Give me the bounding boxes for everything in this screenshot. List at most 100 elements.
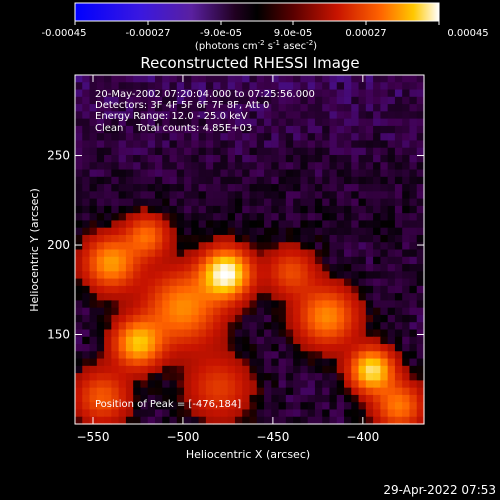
heatmap-cell	[409, 89, 418, 98]
heatmap-cell	[154, 184, 163, 192]
heatmap-cell	[242, 169, 251, 178]
heatmap-cell	[394, 300, 403, 309]
heatmap-cell	[96, 373, 105, 381]
heatmap-cell	[191, 89, 200, 98]
heatmap-cell	[358, 96, 367, 105]
heatmap-cell	[198, 104, 207, 112]
heatmap-cell	[154, 205, 163, 214]
heatmap-cell	[220, 329, 229, 338]
heatmap-cell	[387, 264, 396, 272]
heatmap-cell	[169, 75, 178, 83]
heatmap-cell	[271, 191, 280, 200]
heatmap-cell	[133, 351, 142, 360]
heatmap-cell	[271, 205, 280, 214]
heatmap-cell	[351, 358, 360, 367]
heatmap-cell	[264, 82, 272, 91]
heatmap-cell	[205, 176, 214, 185]
heatmap-cell	[322, 351, 331, 360]
heatmap-cell	[264, 191, 272, 200]
heatmap-cell	[373, 111, 381, 120]
heatmap-cell	[351, 314, 360, 323]
heatmap-cell	[358, 140, 367, 149]
heatmap-cell	[416, 365, 425, 374]
heatmap-cell	[89, 285, 98, 294]
heatmap-cell	[118, 234, 127, 243]
heatmap-cell	[234, 198, 243, 207]
heatmap-cell	[125, 162, 134, 171]
heatmap-cell	[118, 300, 127, 309]
heatmap-cell	[242, 387, 251, 396]
heatmap-cell	[307, 89, 316, 98]
heatmap-cell	[365, 125, 374, 134]
heatmap-cell	[213, 205, 222, 214]
heatmap-cell	[300, 314, 309, 323]
heatmap-cell	[387, 358, 396, 367]
heatmap-cell	[314, 198, 323, 207]
heatmap-cell	[176, 373, 185, 381]
heatmap-cell	[307, 205, 316, 214]
heatmap-cell	[205, 402, 214, 411]
heatmap-cell	[416, 198, 425, 207]
heatmap-cell	[314, 387, 323, 396]
heatmap-cell	[293, 96, 301, 105]
heatmap-cell	[307, 75, 316, 83]
heatmap-cell	[249, 300, 258, 309]
heatmap-cell	[285, 184, 294, 192]
heatmap-cell	[285, 118, 294, 127]
heatmap-cell	[220, 271, 229, 280]
heatmap-cell	[75, 133, 83, 142]
heatmap-cell	[256, 322, 265, 331]
heatmap-cell	[82, 271, 91, 280]
heatmap-cell	[184, 278, 192, 287]
heatmap-cell	[75, 213, 83, 222]
heatmap-cell	[75, 402, 83, 411]
heatmap-cell	[387, 307, 396, 316]
heatmap-cell	[394, 402, 403, 411]
heatmap-cell	[344, 293, 352, 301]
heatmap-cell	[176, 89, 185, 98]
heatmap-cell	[213, 75, 222, 83]
heatmap-cell	[373, 344, 381, 352]
heatmap-cell	[314, 242, 323, 251]
heatmap-cell	[242, 176, 251, 185]
heatmap-cell	[380, 293, 389, 301]
heatmap-cell	[351, 176, 360, 185]
heatmap-cell	[300, 162, 309, 171]
heatmap-cell	[205, 234, 214, 243]
heatmap-cell	[300, 307, 309, 316]
heatmap-cell	[133, 198, 142, 207]
heatmap-cell	[293, 271, 301, 280]
heatmap-cell	[75, 154, 83, 163]
heatmap-cell	[227, 220, 236, 229]
heatmap-cell	[227, 365, 236, 374]
heatmap-cell	[285, 82, 294, 91]
heatmap-cell	[256, 387, 265, 396]
heatmap-cell	[402, 154, 411, 163]
heatmap-cell	[213, 133, 222, 142]
heatmap-cell	[205, 184, 214, 192]
heatmap-cell	[213, 242, 222, 251]
heatmap-cell	[118, 169, 127, 178]
heatmap-cell	[300, 256, 309, 265]
heatmap-cell	[271, 213, 280, 222]
heatmap-cell	[140, 169, 149, 178]
heatmap-cell	[198, 147, 207, 156]
heatmap-cell	[213, 234, 222, 243]
heatmap-cell	[358, 234, 367, 243]
heatmap-cell	[300, 387, 309, 396]
heatmap-cell	[264, 111, 272, 120]
heatmap-cell	[278, 104, 287, 112]
heatmap-cell	[213, 125, 222, 134]
heatmap-cell	[125, 104, 134, 112]
heatmap-cell	[278, 416, 287, 425]
heatmap-cell	[307, 293, 316, 301]
heatmap-cell	[242, 82, 251, 91]
heatmap-cell	[300, 264, 309, 272]
heatmap-cell	[111, 96, 120, 105]
heatmap-cell	[227, 271, 236, 280]
heatmap-cell	[111, 365, 120, 374]
heatmap-cell	[184, 351, 192, 360]
heatmap-cell	[111, 205, 120, 214]
heatmap-cell	[162, 213, 171, 222]
y-tick-label: 200	[47, 238, 70, 252]
